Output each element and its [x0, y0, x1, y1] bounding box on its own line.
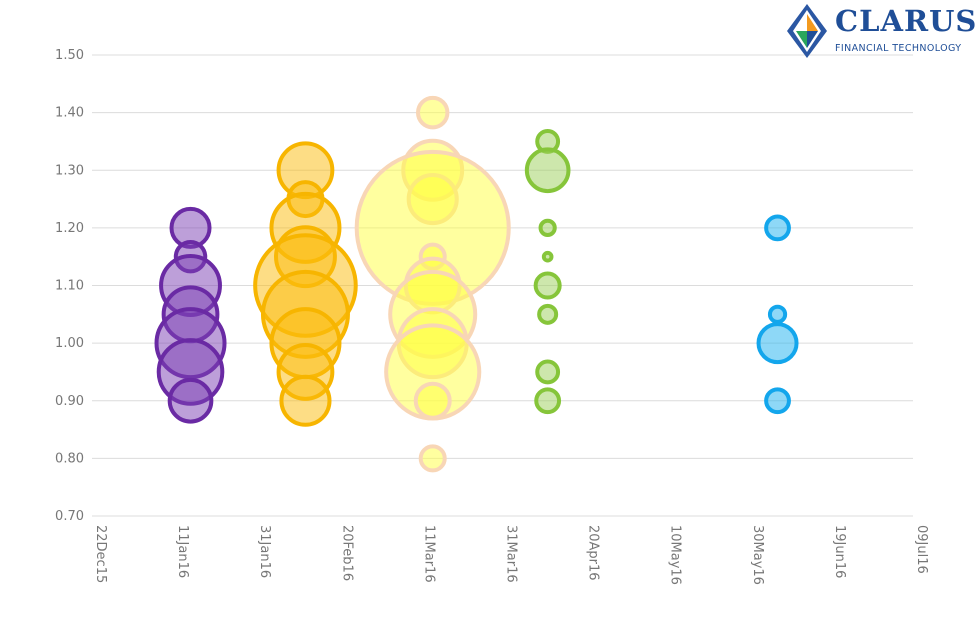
clarus-diamond-icon	[787, 4, 827, 58]
y-tick-label: 1.00	[55, 336, 84, 351]
clarus-logo: CLARUS FINANCIAL TECHNOLOGY	[785, 2, 977, 60]
x-tick-label: 20Apr16	[586, 525, 601, 581]
x-tick-label: 31Mar16	[504, 525, 519, 583]
x-tick-label: 20Feb16	[339, 525, 354, 581]
series-2	[253, 141, 358, 427]
y-tick-label: 0.90	[55, 394, 84, 409]
logo-tagline: FINANCIAL TECHNOLOGY	[835, 43, 962, 54]
series-3	[354, 95, 511, 473]
x-tick-label: 19Jun16	[832, 525, 847, 578]
bubble	[756, 322, 799, 365]
y-tick-label: 1.40	[55, 106, 84, 121]
logo-wordmark: CLARUS	[835, 4, 977, 38]
bubble	[279, 374, 332, 427]
bubble	[537, 303, 559, 325]
bubble	[538, 218, 557, 237]
x-tick-label: 10May16	[668, 525, 683, 585]
x-tick-label: 30May16	[750, 525, 765, 585]
bubble	[167, 377, 214, 424]
y-axis-ticks: 0.70 0.80 0.90 1.00 1.10 1.20 1.30 1.40 1.50	[55, 48, 84, 524]
series-4	[524, 129, 571, 415]
x-tick-label: 09Jul16	[914, 525, 929, 574]
y-tick-label: 1.20	[55, 221, 84, 236]
bubble	[767, 304, 788, 324]
bubbles	[154, 95, 799, 473]
bubble	[418, 444, 447, 473]
y-tick-label: 0.70	[55, 509, 84, 524]
y-tick-label: 1.10	[55, 279, 84, 294]
series-1	[154, 206, 227, 424]
bubble	[533, 271, 562, 300]
y-tick-label: 0.80	[55, 451, 84, 466]
bubble	[764, 387, 791, 415]
bubble	[415, 95, 450, 130]
bubble	[413, 381, 452, 420]
x-axis-ticks: 22Dec15 11Jan16 31Jan16 20Feb16 11Mar16 31Mar…	[93, 525, 929, 585]
x-tick-label: 31Jan16	[257, 525, 272, 578]
x-tick-label: 22Dec15	[93, 525, 108, 583]
bubble	[534, 387, 562, 415]
bubble	[524, 147, 571, 194]
y-tick-label: 1.30	[55, 163, 84, 178]
y-tick-label: 1.50	[55, 48, 84, 63]
bubble	[541, 250, 554, 263]
x-tick-label: 11Mar16	[421, 525, 436, 583]
series-5	[756, 214, 799, 415]
x-tick-label: 11Jan16	[175, 525, 190, 578]
bubble	[764, 214, 791, 242]
bubble	[535, 359, 561, 385]
